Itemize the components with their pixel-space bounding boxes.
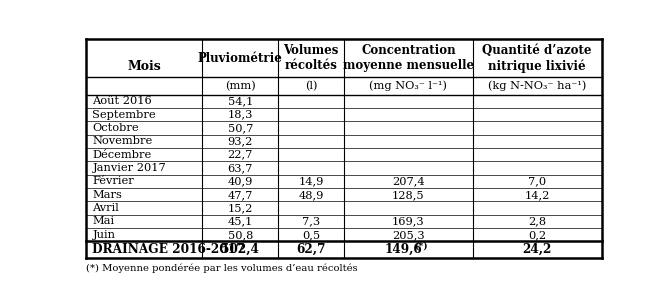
Text: 54,1: 54,1 (227, 96, 253, 106)
Text: 169,3: 169,3 (392, 216, 425, 226)
Text: (l): (l) (305, 81, 317, 91)
Text: Mois: Mois (127, 60, 161, 74)
Text: Concentration
moyenne mensuelle: Concentration moyenne mensuelle (343, 44, 474, 72)
Text: Quantité d’azote
nitrique lixivié: Quantité d’azote nitrique lixivié (482, 44, 592, 73)
Text: Juin: Juin (92, 230, 116, 240)
Text: 24,2: 24,2 (522, 243, 552, 256)
Text: Septembre: Septembre (92, 110, 156, 120)
Text: Décembre: Décembre (92, 150, 152, 160)
Text: 93,2: 93,2 (227, 136, 253, 146)
Text: 7,0: 7,0 (528, 176, 546, 186)
Text: 0,2: 0,2 (528, 230, 546, 240)
Text: Janvier 2017: Janvier 2017 (92, 163, 166, 173)
Text: 48,9: 48,9 (298, 190, 324, 200)
Text: Février: Février (92, 176, 134, 186)
Text: (kg N-NO₃⁻ ha⁻¹): (kg N-NO₃⁻ ha⁻¹) (488, 81, 586, 91)
Text: Volumes
récoltés: Volumes récoltés (284, 44, 339, 72)
Text: 0,5: 0,5 (302, 230, 320, 240)
Text: Avril: Avril (92, 203, 119, 213)
Text: (mg NO₃⁻ l⁻¹): (mg NO₃⁻ l⁻¹) (369, 81, 448, 91)
Text: 502,4: 502,4 (221, 243, 260, 256)
Text: 63,7: 63,7 (227, 163, 253, 173)
Text: 22,7: 22,7 (227, 150, 253, 160)
Text: 205,3: 205,3 (392, 230, 425, 240)
Text: 18,3: 18,3 (227, 110, 253, 120)
Text: Mars: Mars (92, 190, 122, 200)
Text: Mai: Mai (92, 216, 114, 226)
Text: 207,4: 207,4 (392, 176, 425, 186)
Text: Août 2016: Août 2016 (92, 96, 152, 106)
Text: (*): (*) (415, 241, 428, 250)
Text: 2,8: 2,8 (528, 216, 546, 226)
Text: 45,1: 45,1 (227, 216, 253, 226)
Text: 14,9: 14,9 (298, 176, 324, 186)
Text: (*) Moyenne pondérée par les volumes d’eau récoltés: (*) Moyenne pondérée par les volumes d’e… (86, 264, 358, 273)
Text: 50,7: 50,7 (227, 123, 253, 133)
Text: 15,2: 15,2 (227, 203, 253, 213)
Text: 128,5: 128,5 (392, 190, 425, 200)
Text: 14,2: 14,2 (524, 190, 550, 200)
Text: 149,6: 149,6 (384, 243, 422, 256)
Text: Pluviométrie: Pluviométrie (198, 52, 283, 65)
Text: 47,7: 47,7 (227, 190, 253, 200)
Text: 7,3: 7,3 (302, 216, 320, 226)
Text: Novembre: Novembre (92, 136, 153, 146)
Text: (mm): (mm) (225, 81, 256, 91)
Text: 40,9: 40,9 (227, 176, 253, 186)
Text: 50,8: 50,8 (227, 230, 253, 240)
Text: Octobre: Octobre (92, 123, 139, 133)
Text: 62,7: 62,7 (296, 243, 326, 256)
Text: DRAINAGE 2016-2017: DRAINAGE 2016-2017 (92, 243, 245, 256)
